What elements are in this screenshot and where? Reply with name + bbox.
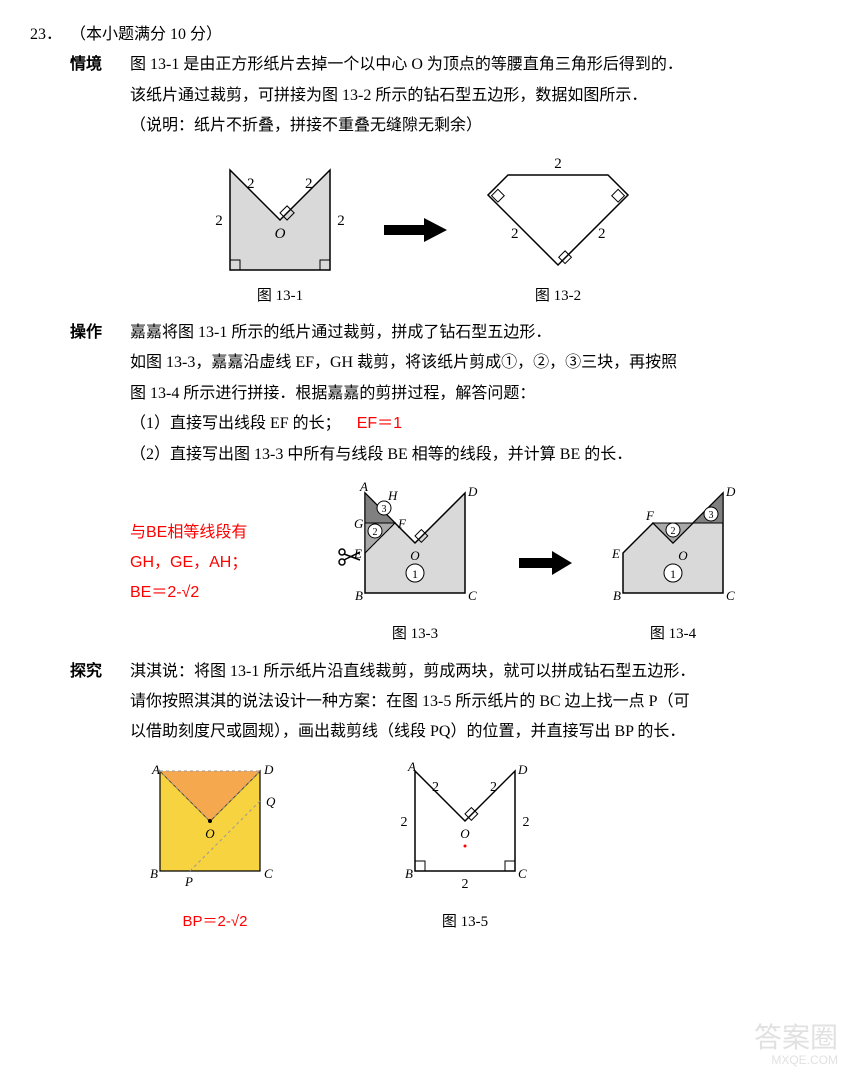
explore-label: 探究 [70,657,130,748]
svg-text:D: D [725,484,736,499]
operation-block: 操作 嘉嘉将图 13-1 所示的纸片通过裁剪，拼成了钻石型五边形． 如图 13-… [30,318,818,470]
figure-row-2: 与BE相等线段有 GH，GE，AH； BE＝2-√2 3 2 1 O A D B… [30,478,818,649]
explore-block: 探究 淇淇说：将图 13-1 所示纸片沿直线裁剪，剪成两块，就可以拼成钻石型五边… [30,657,818,748]
fig-13-3-svg: 3 2 1 O A D B C E G F H [330,478,500,618]
op-line2: 如图 13-3，嘉嘉沿虚线 EF，GH 裁剪，将该纸片剪成①，②，③三块，再按照 [130,348,818,378]
svg-text:B: B [405,866,413,881]
svg-text:A: A [407,759,416,774]
ans2-line2: GH，GE，AH； [130,548,320,578]
fig-13-1-label: 图 13-1 [205,282,355,311]
svg-text:2: 2 [598,226,606,242]
figure-13-5: O A D B C 2 2 2 2 2 图 13-5 [380,756,550,937]
svg-text:2: 2 [511,226,519,242]
question-number: 23． [30,20,70,50]
figure-13-1: O 2 2 2 2 图 13-1 [205,150,355,311]
ans2-block: 与BE相等线段有 GH，GE，AH； BE＝2-√2 [130,518,320,609]
ex-line2: 请你按照淇淇的说法设计一种方案：在图 13-5 所示纸片的 BC 边上找一点 P… [130,687,818,717]
svg-text:D: D [467,484,478,499]
svg-text:F: F [645,508,655,523]
op-line3: 图 13-4 所示进行拼接．根据嘉嘉的剪拼过程，解答问题： [130,379,818,409]
question-header: 23． （本小题满分 10 分） [30,20,818,50]
figure-13-3: 3 2 1 O A D B C E G F H 图 13-3 [330,478,500,649]
svg-text:2: 2 [337,213,345,229]
fig-13-5-label: 图 13-5 [380,908,550,937]
fig-13-5-svg: O A D B C 2 2 2 2 2 [380,756,550,906]
arrow-icon-2 [514,543,574,583]
svg-text:O: O [410,548,420,563]
figure-solution: O A D B C P Q BP＝2-√2 [130,756,300,937]
figure-13-2: 2 2 2 图 13-2 [473,150,643,311]
op-q1-row: （1）直接写出线段 EF 的长； EF＝1 [130,409,818,439]
situation-line2: 该纸片通过裁剪，可拼接为图 13-2 所示的钻石型五边形，数据如图所示． [130,81,818,111]
svg-text:2: 2 [523,815,530,830]
arrow-icon [379,210,449,250]
svg-text:G: G [354,516,364,531]
svg-text:2: 2 [215,213,223,229]
fig-13-4-label: 图 13-4 [588,620,758,649]
situation-line1: 图 13-1 是由正方形纸片去掉一个以中心 O 为顶点的等腰直角三角形后得到的． [130,50,818,80]
svg-text:O: O [275,226,286,242]
ans2-line3: BE＝2-√2 [130,578,320,608]
svg-text:A: A [359,479,368,494]
svg-text:3: 3 [709,510,714,521]
fig-solution-svg: O A D B C P Q [130,756,300,906]
svg-text:2: 2 [373,527,378,538]
op-ans1: EF＝1 [357,415,402,432]
svg-text:A: A [151,762,160,777]
svg-text:C: C [468,588,477,603]
svg-text:P: P [184,874,193,889]
svg-text:C: C [726,588,735,603]
svg-text:Q: Q [266,794,276,809]
figure-13-4: 3 2 1 O D B C E F 图 13-4 [588,478,758,649]
ans2-line1: 与BE相等线段有 [130,518,320,548]
svg-text:F: F [397,516,407,531]
svg-text:2: 2 [671,526,676,537]
fig-13-4-svg: 3 2 1 O D B C E F [588,478,758,618]
svg-text:2: 2 [554,156,562,172]
svg-text:O: O [678,548,688,563]
watermark-url: MXQE.COM [754,1054,838,1067]
svg-text:D: D [263,762,274,777]
svg-text:2: 2 [401,815,408,830]
question-points: （本小题满分 10 分） [70,20,222,50]
svg-text:2: 2 [432,780,439,795]
operation-label: 操作 [70,318,130,470]
svg-text:E: E [611,546,620,561]
fig-13-3-label: 图 13-3 [330,620,500,649]
situation-line3: （说明：纸片不折叠，拼接不重叠无缝隙无剩余） [130,111,818,141]
svg-text:O: O [205,826,215,841]
op-q1: （1）直接写出线段 EF 的长； [130,415,341,432]
svg-text:B: B [150,866,158,881]
svg-text:1: 1 [412,567,418,581]
fig-13-2-label: 图 13-2 [473,282,643,311]
svg-text:B: B [613,588,621,603]
situation-block: 情境 图 13-1 是由正方形纸片去掉一个以中心 O 为顶点的等腰直角三角形后得… [30,50,818,141]
svg-text:2: 2 [462,877,469,892]
ex-line1: 淇淇说：将图 13-1 所示纸片沿直线裁剪，剪成两块，就可以拼成钻石型五边形． [130,657,818,687]
svg-text:1: 1 [670,567,676,581]
figure-row-3: O A D B C P Q BP＝2-√2 O A D B C 2 2 2 2 … [30,756,818,937]
op-q2: （2）直接写出图 13-3 中所有与线段 BE 相等的线段，并计算 BE 的长． [130,440,818,470]
op-line1: 嘉嘉将图 13-1 所示的纸片通过裁剪，拼成了钻石型五边形． [130,318,818,348]
watermark: 答案圈 MXQE.COM [754,1023,838,1067]
svg-text:B: B [355,588,363,603]
ex-line3: 以借助刻度尺或圆规），画出裁剪线（线段 PQ）的位置，并直接写出 BP 的长． [130,717,818,747]
fig-13-1-svg: O 2 2 2 2 [205,150,355,280]
svg-text:C: C [518,866,527,881]
fig-13-2-svg: 2 2 2 [473,150,643,280]
figure-row-1: O 2 2 2 2 图 13-1 2 2 2 图 13-2 [30,150,818,311]
svg-text:C: C [264,866,273,881]
svg-text:O: O [460,826,470,841]
watermark-text: 答案圈 [754,1022,838,1053]
explore-answer: BP＝2-√2 [130,908,300,937]
svg-text:H: H [387,488,398,503]
svg-text:2: 2 [490,780,497,795]
svg-text:3: 3 [382,504,387,515]
svg-text:2: 2 [305,176,313,192]
svg-text:2: 2 [247,176,255,192]
svg-text:D: D [517,762,528,777]
situation-label: 情境 [70,50,130,141]
